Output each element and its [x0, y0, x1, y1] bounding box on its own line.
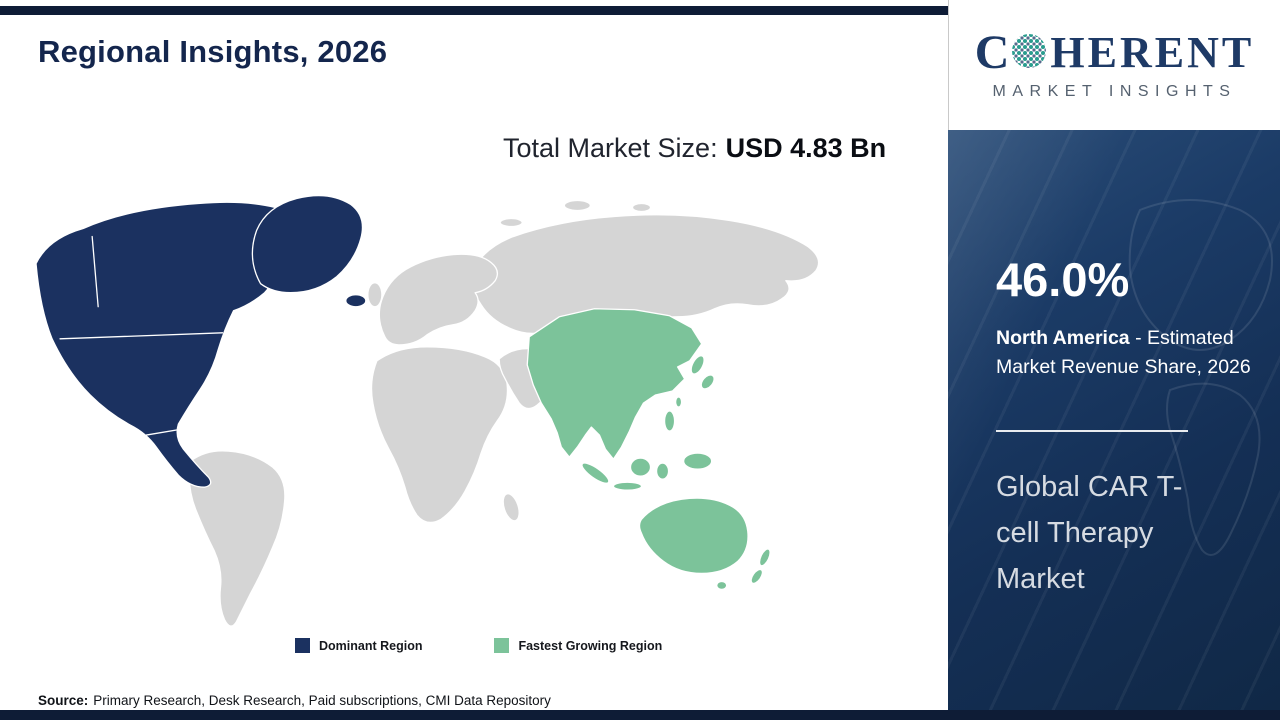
- dominant-region-label: Dominant Region: [319, 638, 423, 653]
- legend-item-fastest-growing: Fastest Growing Region: [494, 638, 662, 653]
- sidebar-map-watermark: [1128, 199, 1273, 556]
- source-line: Source: Primary Research, Desk Research, …: [38, 693, 551, 708]
- market-share-description: North America - Estimated Market Revenue…: [996, 324, 1260, 382]
- top-accent-bar: [0, 6, 948, 15]
- us-canada-border: [59, 332, 224, 340]
- sulawesi-island: [655, 462, 670, 480]
- new-zealand-island: [758, 548, 771, 567]
- japan-island: [690, 355, 705, 375]
- globe-icon: [1010, 32, 1048, 75]
- iceland-region: [345, 294, 367, 308]
- market-share-region: North America: [996, 327, 1130, 349]
- japan-island: [700, 374, 715, 390]
- uk-island: [367, 282, 383, 308]
- brand-logo: C HERENT MARKET INSIGHTS: [948, 0, 1280, 130]
- source-text: Primary Research, Desk Research, Paid su…: [93, 693, 551, 708]
- philippines-island: [663, 410, 676, 432]
- map-legend: Dominant Region Fastest Growing Region: [295, 638, 662, 653]
- total-market-size: Total Market Size: USD 4.83 Bn: [503, 128, 898, 168]
- greenland-region: [251, 194, 364, 294]
- alaska-border: [91, 235, 99, 308]
- asia-pacific-region: [526, 308, 703, 460]
- sidebar-divider: [996, 430, 1188, 432]
- tasmania-island: [716, 580, 728, 591]
- market-share-description-text: - Estimated Market Revenue Share, 2026: [996, 327, 1251, 378]
- total-market-size-label: Total Market Size:: [503, 133, 718, 163]
- brand-letters-rest: HERENT: [1050, 28, 1255, 77]
- australia-region: [638, 497, 749, 575]
- arctic-island: [499, 217, 523, 228]
- fastest-growing-region-swatch: [494, 638, 510, 653]
- total-market-size-value: USD 4.83 Bn: [725, 133, 887, 163]
- borneo-island: [629, 457, 652, 477]
- sumatra-island: [581, 462, 610, 484]
- new-guinea-island: [682, 452, 713, 470]
- brand-wordmark: C HERENT: [975, 29, 1255, 77]
- legend-item-dominant: Dominant Region: [295, 638, 422, 653]
- arctic-island: [563, 199, 592, 212]
- taiwan-island: [674, 396, 683, 408]
- south-america-region: [188, 450, 286, 627]
- fastest-growing-region-label: Fastest Growing Region: [518, 638, 663, 653]
- madagascar-island: [502, 493, 520, 522]
- dominant-region-swatch: [295, 638, 310, 653]
- us-mexico-border: [145, 426, 196, 436]
- market-share-value: 46.0%: [996, 253, 1130, 306]
- page-title: Regional Insights, 2026: [38, 34, 388, 69]
- new-zealand-island: [750, 568, 764, 585]
- java-island: [612, 481, 643, 491]
- arctic-island: [631, 202, 652, 213]
- europe-region: [378, 253, 499, 346]
- brand-subtitle: MARKET INSIGHTS: [992, 83, 1237, 100]
- stats-sidebar: 46.0% North America - Estimated Market R…: [948, 130, 1280, 710]
- source-label: Source:: [38, 693, 89, 708]
- brand-letter-c: C: [974, 26, 1010, 79]
- africa-region: [370, 346, 509, 524]
- bottom-accent-bar: [0, 710, 1280, 720]
- world-map: [28, 188, 840, 630]
- report-title: Global CAR T-cell Therapy Market: [996, 471, 1183, 595]
